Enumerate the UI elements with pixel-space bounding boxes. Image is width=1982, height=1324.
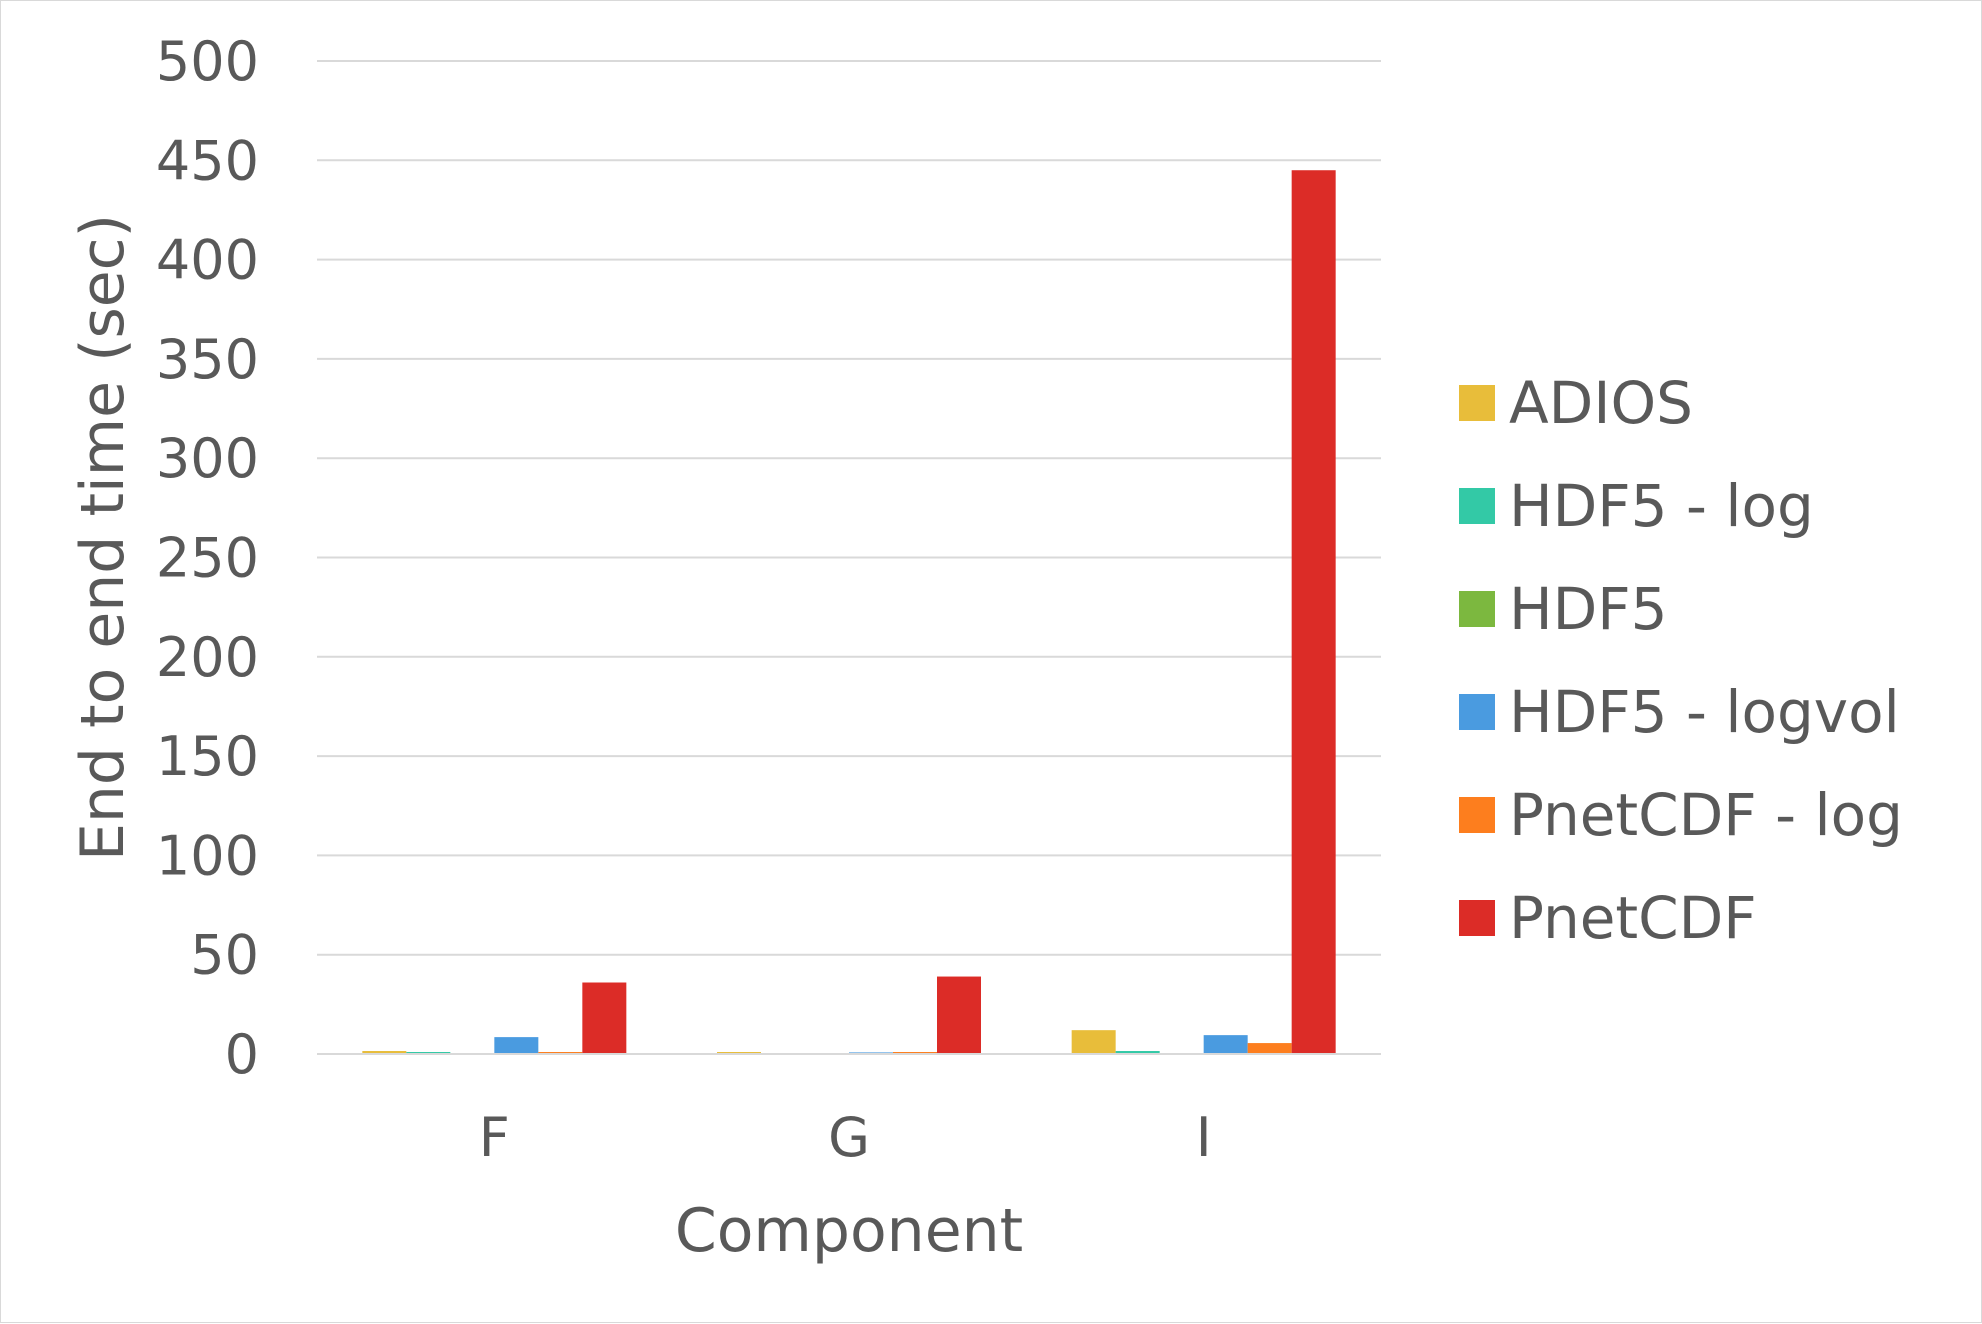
legend-swatch	[1459, 900, 1495, 936]
y-tick-label: 150	[156, 725, 259, 788]
legend-swatch	[1459, 694, 1495, 730]
legend-swatch	[1459, 591, 1495, 627]
y-tick-label: 200	[156, 626, 259, 689]
legend-label: PnetCDF - log	[1509, 781, 1903, 849]
y-axis-ticks: 0 50 100 150 200 250 300 350 400 450 500	[156, 30, 259, 1086]
x-tick-label: I	[1196, 1106, 1212, 1169]
legend-swatch	[1459, 385, 1495, 421]
y-tick-label: 250	[156, 527, 259, 590]
bar	[1115, 1051, 1160, 1054]
x-tick-label: F	[479, 1106, 510, 1169]
bar	[1203, 1035, 1248, 1054]
bar	[1247, 1043, 1292, 1054]
y-tick-label: 500	[156, 30, 259, 93]
bar	[1071, 1030, 1116, 1054]
y-tick-label: 0	[225, 1023, 259, 1086]
legend-label: HDF5 - log	[1509, 472, 1814, 540]
legend: ADIOS HDF5 - log HDF5 HDF5 - logvol PnetCDF …	[1459, 369, 1903, 952]
y-tick-label: 50	[190, 924, 259, 987]
x-axis-title: Component	[675, 1196, 1023, 1266]
legend-label: HDF5 - logvol	[1509, 678, 1900, 746]
gridlines	[317, 60, 1381, 956]
bar	[362, 1051, 407, 1054]
y-axis-title: End to end time (sec)	[68, 214, 138, 861]
legend-swatch	[1459, 488, 1495, 524]
y-tick-label: 300	[156, 427, 259, 490]
bars	[362, 170, 1336, 1055]
y-tick-label: 100	[156, 824, 259, 887]
x-tick-label: G	[828, 1106, 870, 1169]
bar	[494, 1037, 539, 1054]
legend-label: HDF5	[1509, 575, 1668, 643]
legend-label: ADIOS	[1509, 369, 1693, 437]
y-tick-label: 450	[156, 129, 259, 192]
legend-label: PnetCDF	[1509, 884, 1757, 952]
legend-swatch	[1459, 797, 1495, 833]
bar	[582, 982, 627, 1054]
y-tick-label: 400	[156, 229, 259, 292]
bar	[937, 976, 981, 1054]
bar	[1291, 170, 1336, 1055]
y-tick-label: 350	[156, 328, 259, 391]
